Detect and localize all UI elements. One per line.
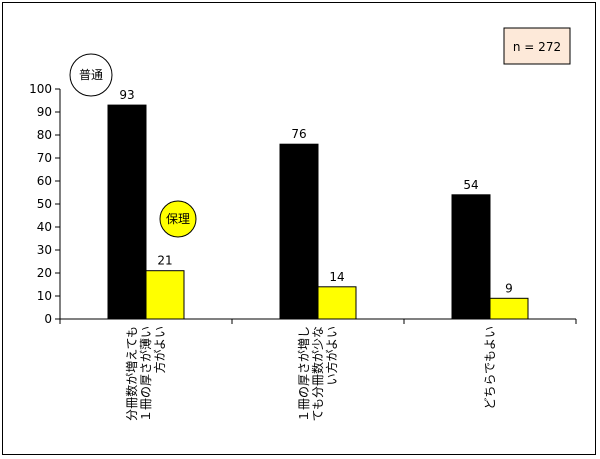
- category-label: １冊の厚さが薄い: [138, 326, 153, 422]
- y-tick-label: 50: [37, 197, 52, 211]
- legend-marker-series-2: [159, 200, 197, 238]
- data-label: 93: [119, 88, 134, 102]
- y-tick-label: 60: [37, 174, 52, 188]
- data-label: 14: [329, 270, 344, 284]
- data-label: 9: [505, 281, 513, 295]
- category-label: 方がよい: [152, 326, 167, 373]
- category-label: １冊の厚さが増し: [296, 326, 311, 422]
- category-labels: 分冊数が増えても １冊の厚さが薄い 方がよい １冊の厚さが増し ても分冊数が少な い方がよ…: [124, 326, 497, 422]
- y-tick-label: 0: [44, 312, 52, 326]
- category-label: 分冊数が増えても: [124, 326, 139, 421]
- legend-label-series-1: 普通: [79, 68, 103, 82]
- y-tick-label: 80: [37, 128, 52, 142]
- y-tick-label: 100: [29, 82, 52, 96]
- bar-series-2: [489, 297, 529, 320]
- n-annotation: n = 272: [513, 40, 561, 54]
- y-tick-label: 70: [37, 151, 52, 165]
- y-tick-label: 40: [37, 220, 52, 234]
- legend-series-2: 保理: [159, 200, 197, 238]
- bar-series-1: [279, 143, 319, 320]
- y-tick-label: 30: [37, 243, 52, 257]
- bar-series-2: [145, 270, 185, 320]
- bar-series-2: [317, 286, 357, 320]
- y-tick-label: 10: [37, 289, 52, 303]
- y-tick-label: 20: [37, 266, 52, 280]
- category-label: い方がよい: [324, 326, 339, 385]
- n-annotation-box: [503, 27, 571, 65]
- data-label: 21: [157, 254, 172, 268]
- legend-marker-series-1: [69, 53, 113, 97]
- y-tick-label: 90: [37, 105, 52, 119]
- x-ticks: [59, 319, 577, 324]
- category-label: どちらでもよい: [483, 326, 497, 410]
- bar-series-1: [451, 194, 491, 320]
- category-label: ても分冊数が少な: [310, 326, 325, 421]
- data-labels: 93 76 54 21 14 9: [119, 88, 512, 295]
- legend-label-series-2: 保理: [166, 212, 190, 226]
- data-label: 76: [291, 127, 306, 141]
- bar-series-1: [107, 104, 147, 320]
- legend-series-1: 普通: [69, 53, 113, 97]
- data-label: 54: [463, 178, 478, 192]
- y-ticks: 0 10 20 30 40 50 60 70 80 90 100: [29, 82, 60, 326]
- bars: [107, 104, 529, 320]
